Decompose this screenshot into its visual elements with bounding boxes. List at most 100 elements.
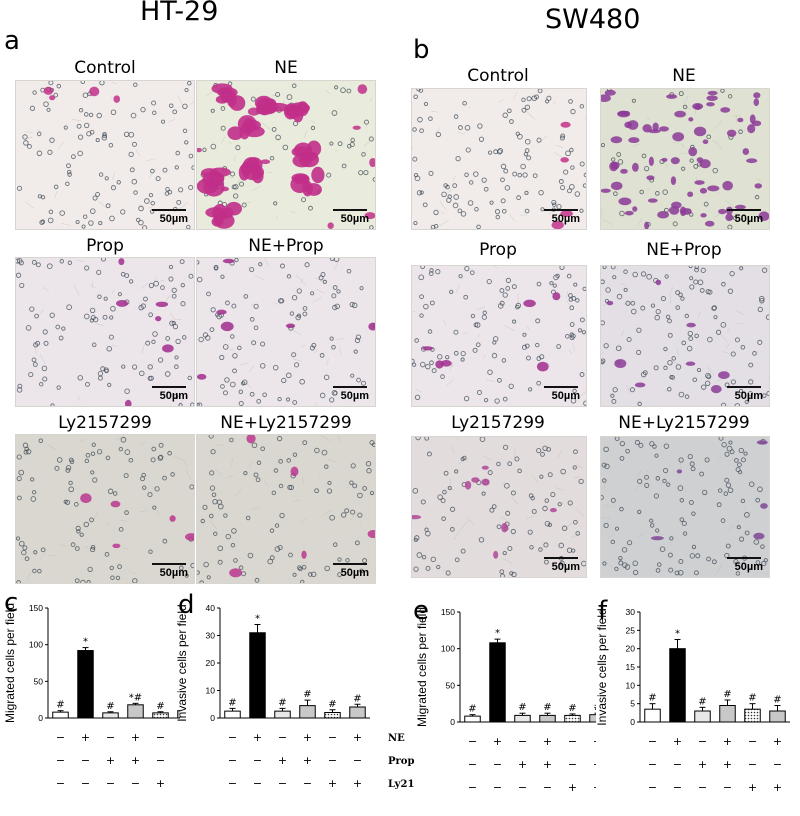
y-tick-label: 0 bbox=[38, 713, 43, 723]
label-sw480-ne: NE bbox=[600, 66, 768, 86]
y-tick-label: 15 bbox=[626, 662, 636, 672]
micrograph-sw480-ne: 50µm bbox=[600, 88, 770, 230]
y-tick-label: 0 bbox=[450, 717, 455, 727]
bar bbox=[128, 705, 144, 718]
significance-mark: * bbox=[675, 629, 680, 640]
treatment-sign: − bbox=[106, 777, 115, 790]
treatment-sign: + bbox=[156, 777, 165, 790]
treatment-sign: − bbox=[648, 735, 657, 748]
bar bbox=[720, 706, 736, 723]
treatment-sign: − bbox=[518, 781, 527, 794]
treatment-sign: − bbox=[468, 781, 477, 794]
chart-e: Migrated cells per field050100150#*####−… bbox=[412, 600, 596, 815]
micrograph-sw480-ly: 50µm bbox=[411, 436, 587, 578]
micrograph-ht29-ly: 50µm bbox=[15, 434, 195, 584]
micrograph-texture bbox=[16, 435, 194, 583]
scale-label: 50µm bbox=[552, 390, 580, 402]
panel-letter-b: b bbox=[413, 35, 430, 65]
bar bbox=[670, 649, 686, 722]
micrograph-texture bbox=[197, 435, 375, 583]
y-tick-label: 100 bbox=[29, 640, 43, 650]
treatment-sign: + bbox=[773, 781, 782, 794]
treatment-sign: − bbox=[518, 735, 527, 748]
micrograph-texture bbox=[16, 81, 194, 229]
micrograph-texture bbox=[601, 437, 769, 577]
significance-mark: * bbox=[83, 637, 88, 648]
treatment-sign: − bbox=[493, 781, 502, 794]
chart-c: Migrated cells per field050100150#*#*###… bbox=[0, 596, 180, 816]
significance-mark: # bbox=[278, 697, 286, 708]
treatment-sign: + bbox=[493, 735, 502, 748]
micrograph-texture bbox=[412, 266, 586, 406]
significance-mark: # bbox=[648, 693, 656, 704]
treatment-sign: − bbox=[56, 731, 65, 744]
treatment-sign: − bbox=[568, 735, 577, 748]
bar bbox=[275, 711, 291, 718]
treatment-sign: − bbox=[253, 754, 262, 767]
micrograph-sw480-prop: 50µm bbox=[411, 265, 587, 407]
y-tick-label: 10 bbox=[206, 686, 216, 696]
treatment-sign: + bbox=[543, 758, 552, 771]
treatment-sign: − bbox=[81, 754, 90, 767]
treatment-sign: + bbox=[673, 735, 682, 748]
micrograph-ht29-control: 50µm bbox=[15, 80, 195, 230]
significance-mark: # bbox=[228, 697, 236, 708]
title-left: HT-29 bbox=[140, 0, 218, 27]
treatment-row-label: NE bbox=[388, 733, 405, 744]
bar bbox=[350, 707, 366, 718]
treatment-sign: − bbox=[353, 754, 362, 767]
treatment-sign: − bbox=[56, 777, 65, 790]
significance-mark: # bbox=[468, 704, 476, 715]
label-sw480-prop: Prop bbox=[411, 240, 585, 260]
treatment-sign: − bbox=[278, 777, 287, 790]
label-ht29-ne-ly: NE+Ly2157299 bbox=[196, 413, 376, 433]
bar bbox=[540, 715, 556, 722]
significance-mark: * bbox=[255, 614, 260, 625]
significance-mark: # bbox=[748, 693, 756, 704]
treatment-sign: − bbox=[648, 758, 657, 771]
y-axis-label: Invasive cells per field bbox=[595, 608, 609, 725]
scale-label: 50µm bbox=[735, 561, 763, 573]
treatment-sign: + bbox=[328, 777, 337, 790]
treatment-sign: + bbox=[131, 754, 140, 767]
micrograph-ht29-ne-prop: 50µm bbox=[196, 257, 376, 407]
scale-label: 50µm bbox=[552, 213, 580, 225]
micrograph-sw480-control: 50µm bbox=[411, 88, 587, 230]
treatment-sign: + bbox=[253, 731, 262, 744]
bar bbox=[250, 633, 266, 718]
treatment-sign: − bbox=[228, 754, 237, 767]
label-ht29-control: Control bbox=[15, 58, 195, 78]
treatment-sign: + bbox=[131, 731, 140, 744]
treatment-sign: − bbox=[106, 731, 115, 744]
treatment-sign: − bbox=[773, 758, 782, 771]
label-sw480-ly: Ly2157299 bbox=[411, 413, 585, 433]
treatment-sign: + bbox=[278, 754, 287, 767]
micrograph-ht29-ne: 50µm bbox=[196, 80, 376, 230]
bar bbox=[490, 643, 506, 722]
significance-mark: # bbox=[328, 699, 336, 710]
micrograph-texture bbox=[412, 89, 586, 229]
treatment-sign: + bbox=[353, 777, 362, 790]
y-tick-label: 50 bbox=[34, 676, 44, 686]
bar bbox=[745, 709, 761, 722]
treatment-sign: − bbox=[228, 731, 237, 744]
y-tick-label: 20 bbox=[206, 658, 216, 668]
treatment-sign: + bbox=[748, 781, 757, 794]
treatment-sign: − bbox=[81, 777, 90, 790]
y-tick-label: 10 bbox=[626, 680, 636, 690]
label-sw480-ne-ly: NE+Ly2157299 bbox=[600, 413, 768, 433]
treatment-sign: − bbox=[156, 731, 165, 744]
micrograph-texture bbox=[197, 258, 375, 406]
micrograph-texture bbox=[601, 89, 769, 229]
bar bbox=[225, 711, 241, 718]
label-sw480-ne-prop: NE+Prop bbox=[600, 240, 768, 260]
micrograph-sw480-ne-ly: 50µm bbox=[600, 436, 770, 578]
treatment-sign: − bbox=[568, 758, 577, 771]
bar bbox=[565, 715, 581, 722]
treatment-row-label: Ly2157299 bbox=[388, 779, 414, 790]
scale-label: 50µm bbox=[341, 567, 369, 579]
significance-mark: # bbox=[106, 701, 114, 712]
y-tick-label: 5 bbox=[630, 699, 635, 709]
